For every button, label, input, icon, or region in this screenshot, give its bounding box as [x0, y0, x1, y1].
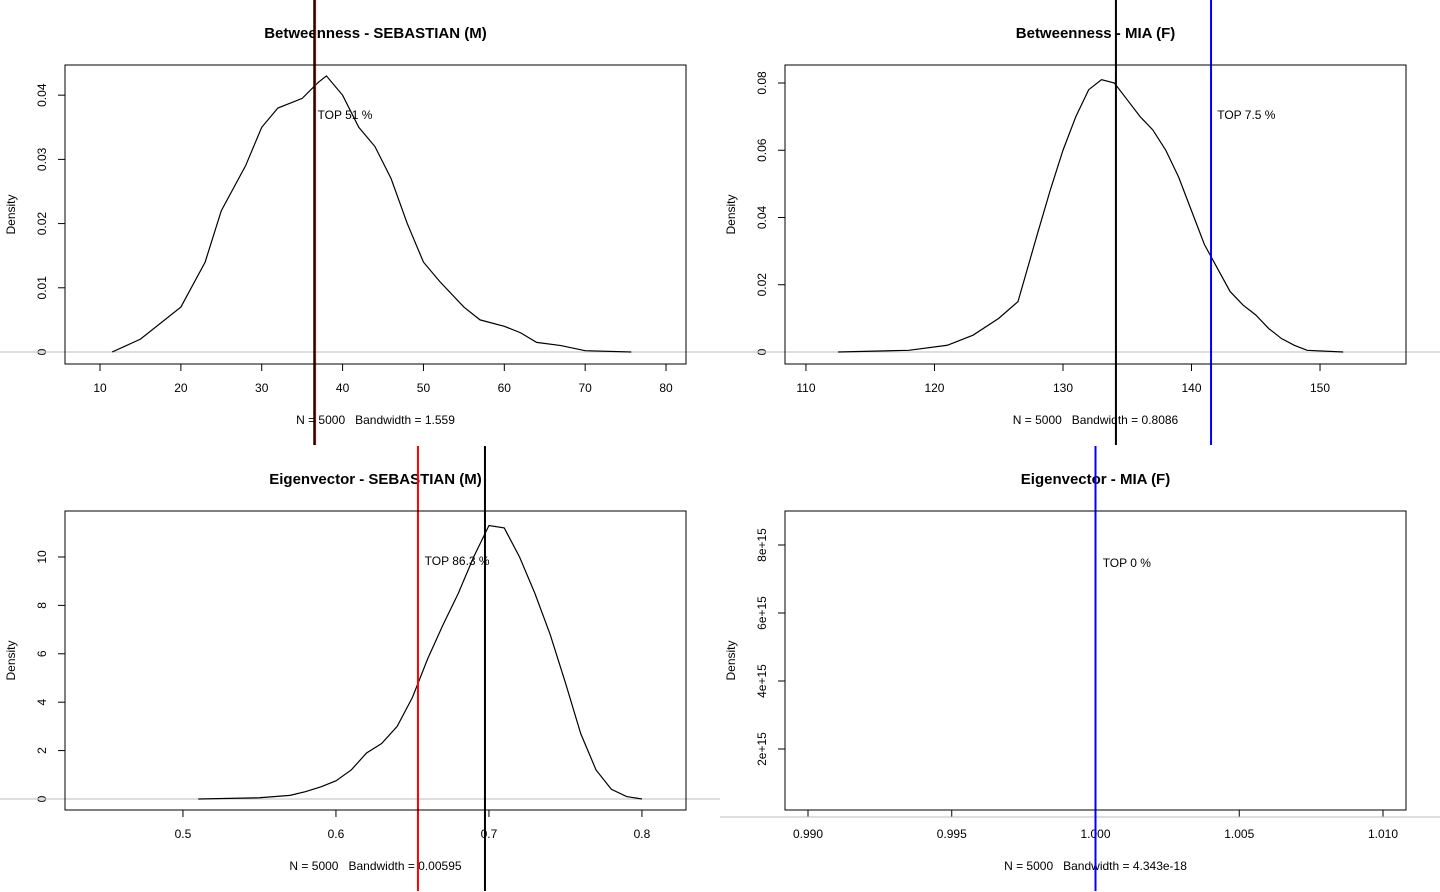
x-tick-label: 0.995	[937, 827, 967, 841]
x-tick-label: 0.8	[634, 827, 651, 841]
x-tick-label: 0.990	[793, 827, 823, 841]
plot-frame	[64, 510, 687, 811]
density-line	[198, 524, 643, 800]
annotation: TOP 86.3 %	[425, 554, 490, 568]
annotation: TOP 51 %	[318, 108, 373, 122]
y-tick-label: 4	[35, 699, 49, 706]
y-tick-label: 4e+15	[755, 664, 769, 698]
plot-frame	[64, 64, 687, 365]
x-tick-label: 30	[255, 381, 269, 395]
y-tick-label: 0.04	[35, 83, 49, 107]
x-axis-label: N = 5000 Bandwidth = 0.00595	[289, 859, 461, 873]
x-tick-label: 70	[578, 381, 592, 395]
y-tick-label: 2	[35, 747, 49, 754]
y-tick-label: 6e+15	[755, 596, 769, 630]
y-tick-label: 8	[35, 602, 49, 609]
x-tick-label: 110	[796, 381, 815, 395]
y-tick-label: 0.03	[35, 147, 49, 171]
x-tick-label: 10	[93, 381, 107, 395]
x-tick-label: 150	[1310, 381, 1330, 395]
y-tick-label: 0.02	[35, 212, 49, 236]
density-line	[838, 78, 1344, 353]
y-tick-label: 10	[35, 550, 49, 564]
x-tick-label: 0.7	[481, 827, 498, 841]
x-tick-label: 50	[417, 381, 431, 395]
x-tick-label: 0.6	[328, 827, 345, 841]
x-tick-label: 130	[1053, 381, 1073, 395]
chart-title: Eigenvector - SEBASTIAN (M)	[269, 471, 482, 488]
y-tick-label: 6	[35, 650, 49, 657]
y-tick-label: 0.02	[755, 273, 769, 297]
x-axis-label: N = 5000 Bandwidth = 1.559	[296, 413, 455, 427]
y-tick-label: 8e+15	[755, 528, 769, 562]
density-line	[111, 75, 632, 353]
x-tick-label: 140	[1181, 381, 1201, 395]
y-tick-label: 0.08	[755, 71, 769, 95]
x-tick-label: 80	[659, 381, 673, 395]
annotation: TOP 0 %	[1103, 556, 1152, 570]
x-tick-label: 40	[336, 381, 350, 395]
x-tick-label: 1.010	[1368, 827, 1398, 841]
y-tick-label: 0.06	[755, 138, 769, 162]
chart-title: Betweenness - SEBASTIAN (M)	[264, 25, 487, 42]
y-axis-label: Density	[724, 640, 738, 680]
plot-frame	[784, 64, 1407, 365]
y-axis-label: Density	[4, 194, 18, 234]
y-axis-label: Density	[4, 640, 18, 680]
y-tick-label: 0.04	[755, 205, 769, 229]
x-tick-label: 0.5	[175, 827, 192, 841]
x-tick-label: 1.005	[1224, 827, 1254, 841]
x-axis-label: N = 5000 Bandwidth = 0.8086	[1013, 413, 1179, 427]
y-tick-label: 2e+15	[755, 732, 769, 766]
plot-frame	[784, 510, 1407, 811]
y-axis-label: Density	[724, 194, 738, 234]
annotation: TOP 7.5 %	[1217, 108, 1276, 122]
chart-title: Betweenness - MIA (F)	[1016, 25, 1175, 42]
x-tick-label: 60	[498, 381, 512, 395]
y-tick-label: 0.01	[35, 276, 49, 300]
x-tick-label: 20	[174, 381, 188, 395]
x-tick-label: 120	[924, 381, 944, 395]
